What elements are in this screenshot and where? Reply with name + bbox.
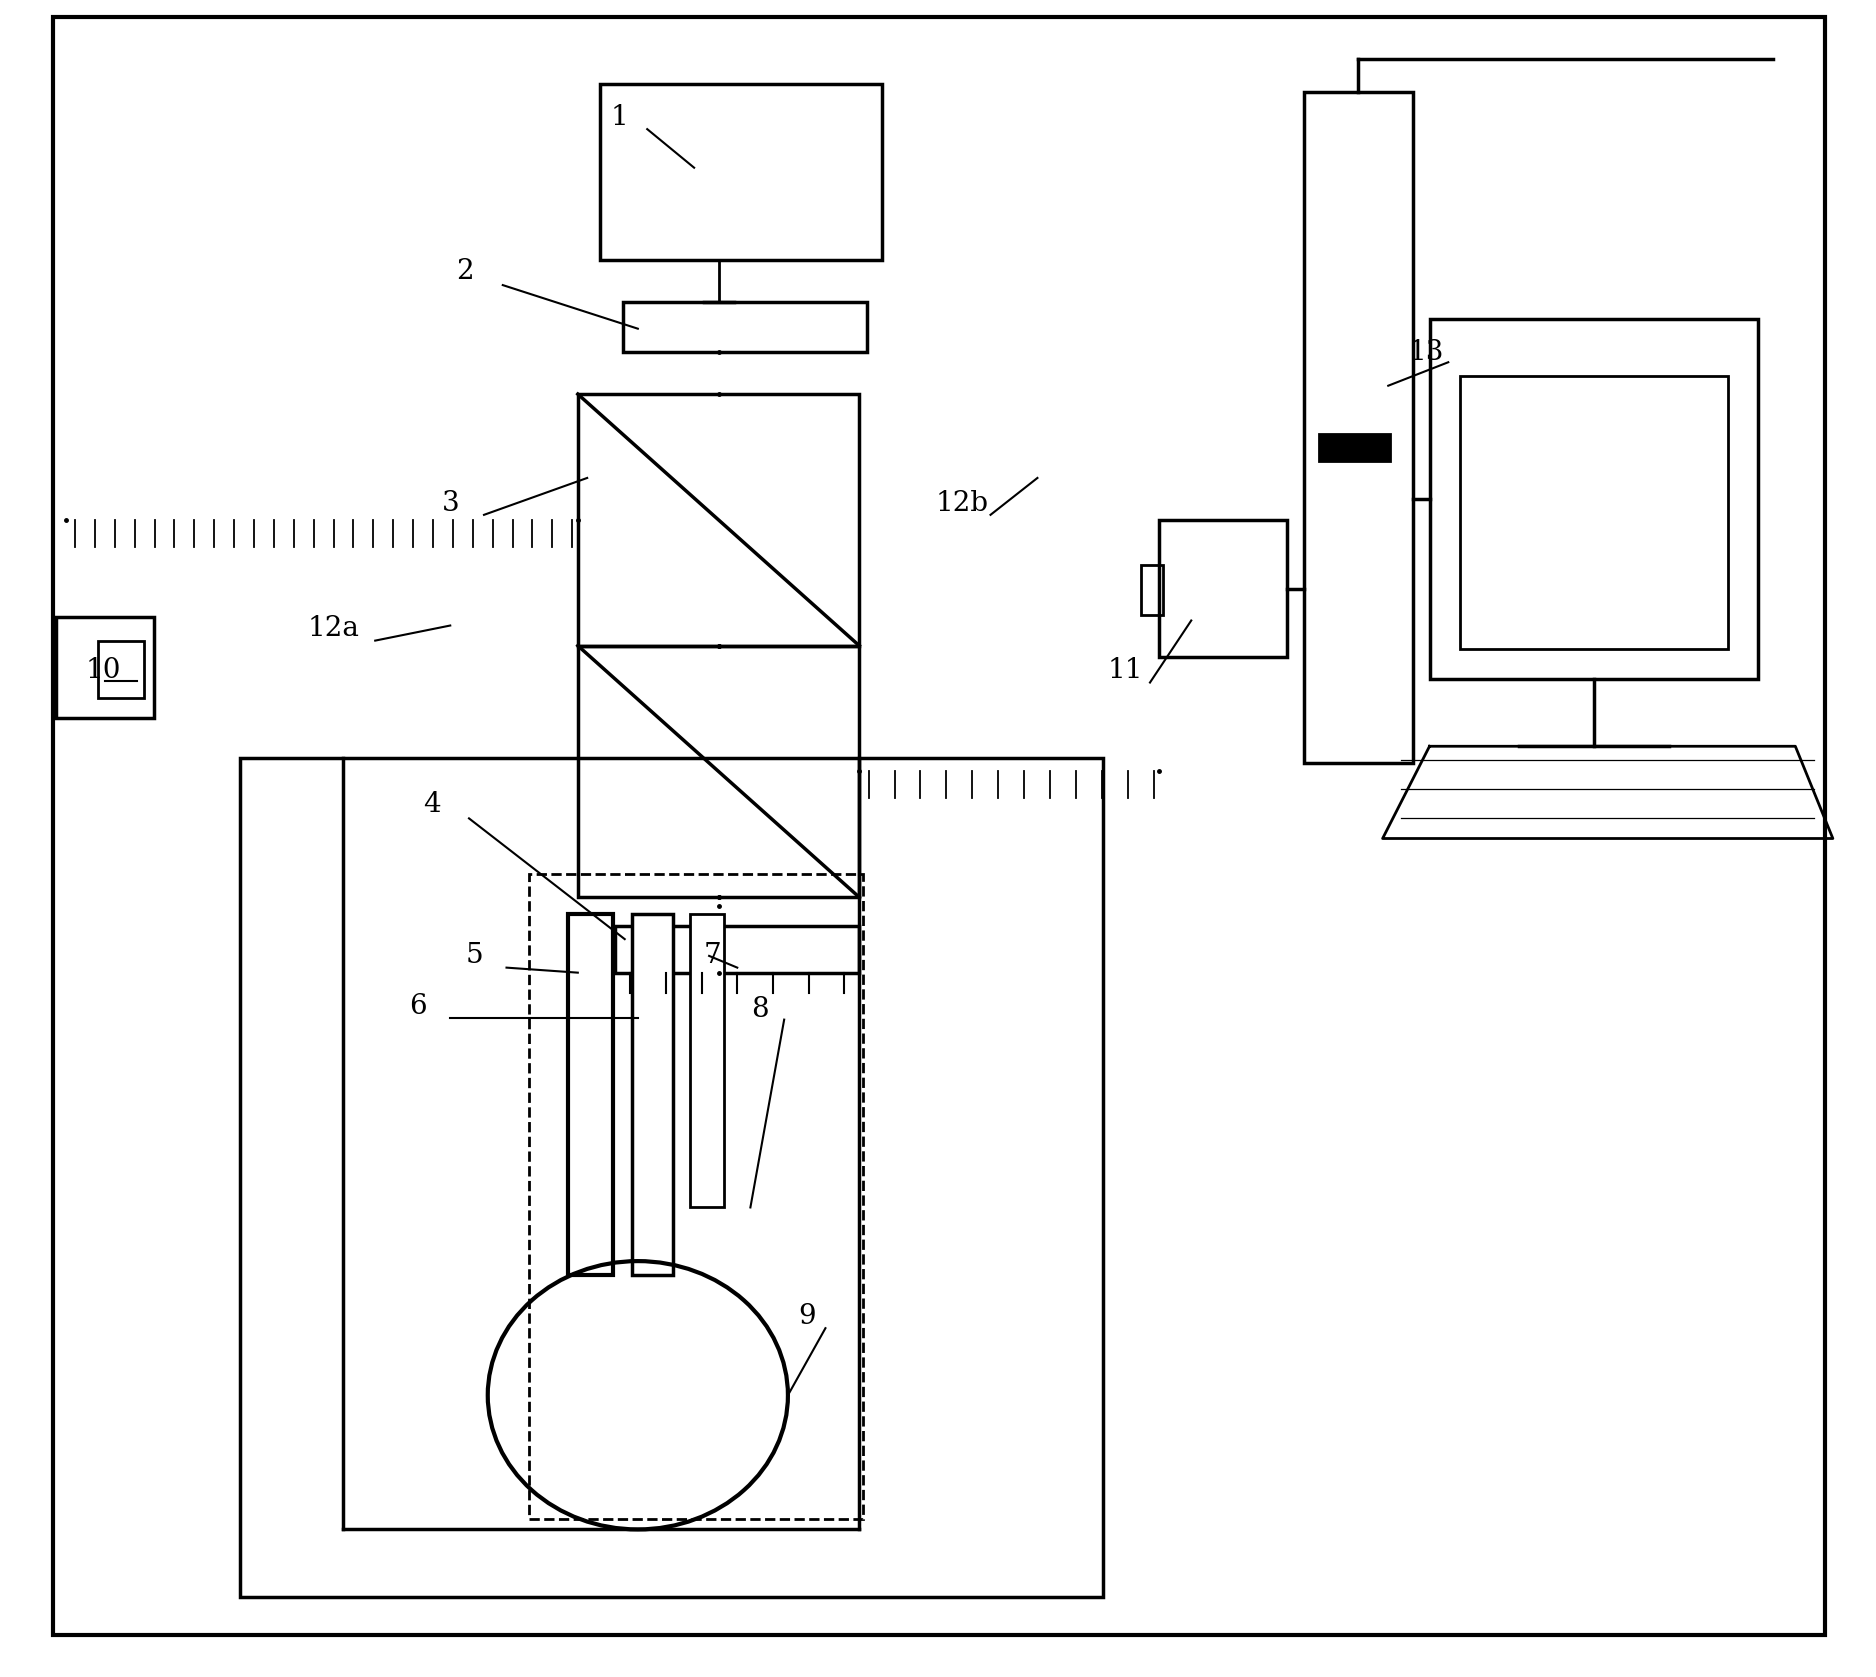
Text: 7: 7: [704, 942, 722, 969]
Bar: [600, 84, 882, 260]
Bar: [568, 914, 613, 1275]
Bar: [1141, 565, 1163, 615]
Bar: [578, 646, 859, 897]
Bar: [529, 874, 863, 1519]
Text: 13: 13: [1409, 339, 1443, 366]
Text: 12b: 12b: [936, 490, 989, 517]
Bar: [1319, 434, 1390, 461]
Text: 10: 10: [86, 657, 120, 684]
Text: 5: 5: [465, 942, 484, 969]
Bar: [98, 641, 144, 698]
Text: 4: 4: [422, 792, 441, 818]
Bar: [1304, 92, 1413, 763]
Bar: [1460, 376, 1728, 649]
Bar: [632, 914, 673, 1275]
Text: 12a: 12a: [308, 615, 360, 642]
Bar: [1430, 319, 1758, 679]
Text: 6: 6: [409, 993, 428, 1020]
Bar: [615, 926, 859, 973]
Text: 2: 2: [456, 258, 475, 285]
Bar: [240, 758, 1103, 1597]
Bar: [690, 914, 724, 1207]
Text: 11: 11: [1109, 657, 1142, 684]
Text: 3: 3: [441, 490, 460, 517]
Bar: [56, 617, 154, 718]
Bar: [578, 394, 859, 646]
Text: 9: 9: [797, 1303, 816, 1330]
Bar: [623, 302, 867, 352]
Text: 8: 8: [750, 996, 769, 1023]
Text: 1: 1: [610, 104, 628, 131]
Bar: [1159, 520, 1287, 657]
